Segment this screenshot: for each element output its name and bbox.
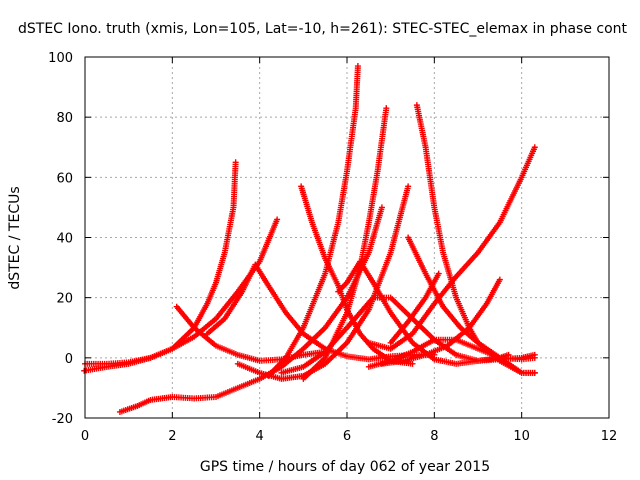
- x-tick-label: 2: [168, 429, 176, 444]
- x-tick-label: 12: [601, 429, 618, 444]
- data-point: [409, 360, 416, 367]
- y-tick-label: 80: [56, 111, 73, 126]
- x-tick-label: 4: [256, 429, 264, 444]
- data-point: [405, 183, 412, 190]
- y-tick-label: 40: [56, 232, 73, 247]
- data-point: [232, 159, 239, 166]
- tick-labels: 0 2 4 6 8 10 12 -20 0 20 40 60 80 100: [48, 51, 617, 444]
- data-point: [383, 105, 390, 112]
- chart-title: dSTEC Iono. truth (xmis, Lon=105, Lat=-1…: [18, 21, 628, 37]
- y-tick-label: 0: [65, 352, 73, 367]
- data-point: [531, 369, 538, 376]
- y-tick-label: 60: [56, 171, 73, 186]
- data-point: [354, 63, 361, 70]
- data-points: [81, 63, 538, 415]
- data-point: [531, 354, 538, 361]
- y-tick-label: -20: [52, 412, 73, 427]
- grid: [84, 56, 610, 419]
- data-point: [378, 204, 385, 211]
- y-tick-label: 100: [48, 51, 73, 66]
- x-tick-label: 0: [81, 429, 89, 444]
- x-axis-label: GPS time / hours of day 062 of year 2015: [200, 459, 490, 475]
- data-point: [531, 144, 538, 151]
- x-tick-label: 8: [430, 429, 438, 444]
- data-point: [435, 270, 442, 277]
- y-axis-label: dSTEC / TECUs: [7, 186, 23, 289]
- data-point: [496, 276, 503, 283]
- x-tick-label: 6: [343, 429, 351, 444]
- y-tick-label: 20: [56, 292, 73, 307]
- data-point: [274, 216, 281, 223]
- x-tick-label: 10: [513, 429, 530, 444]
- plot-frame: [84, 56, 610, 419]
